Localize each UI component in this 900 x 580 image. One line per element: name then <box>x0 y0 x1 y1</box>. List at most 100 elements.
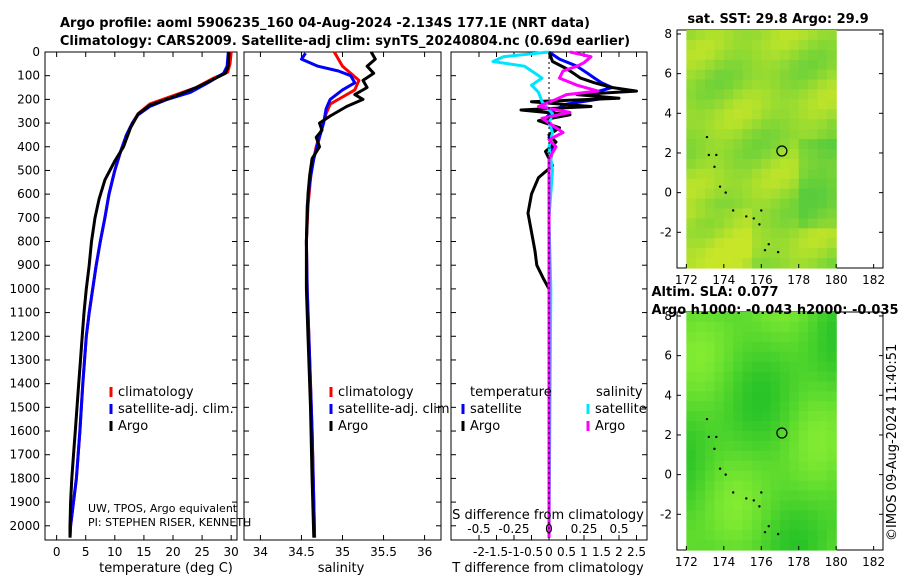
sla_map-field-cell <box>705 470 716 482</box>
sst_map-field-cell <box>780 208 790 220</box>
sst_map-field-cell <box>780 198 790 210</box>
sst_map-field-cell <box>761 258 772 269</box>
sla_map-field-cell <box>780 460 790 472</box>
sst_map-field-cell <box>714 178 725 190</box>
sst_map-field-cell <box>742 218 753 229</box>
sst_map-field-cell <box>714 208 725 220</box>
sst_map-field-cell <box>761 158 772 170</box>
sst_map-field-cell <box>826 69 837 81</box>
sla_map-island-dot <box>724 473 727 476</box>
sla_map-xtick-label: 176 <box>750 555 773 569</box>
sst_map-field-cell <box>761 198 772 210</box>
sla_map-field-cell <box>808 431 819 442</box>
sla_map-field-cell <box>826 470 837 482</box>
sst_map-field-cell <box>826 119 837 130</box>
sst_map-field-cell <box>751 49 762 61</box>
sst_map-field-cell <box>770 30 781 41</box>
difference-legend-temperature-title: temperature <box>470 385 552 400</box>
sst_map-field-cell <box>686 39 697 51</box>
s-difference-tick-label: 0.25 <box>571 522 598 536</box>
sst_map-field-cell <box>780 139 790 150</box>
sst_map-field-cell <box>761 39 772 51</box>
sla_map-field-cell <box>723 321 734 333</box>
sla_map-field-cell <box>770 490 781 502</box>
sla_map-field-cell <box>705 460 716 472</box>
sst_map-field-cell <box>695 258 706 269</box>
sla_map-field-cell <box>742 540 753 551</box>
sst_map-field-cell <box>705 39 716 51</box>
sla_map-field-cell <box>761 371 772 383</box>
temperature-xtick-label: 5 <box>82 545 90 559</box>
sla_map-island-dot <box>758 505 761 508</box>
sla_map-field-cell <box>733 381 744 392</box>
sst_map-field-cell <box>761 99 772 110</box>
sla_map-field-cell <box>723 450 734 462</box>
sst_map-field-cell <box>714 39 725 51</box>
sla_map-ytick-label: 2 <box>664 428 672 442</box>
sla_map-field-cell <box>789 470 800 482</box>
sla_map-argo-marker <box>776 427 788 439</box>
sla_map-field-cell <box>705 440 716 452</box>
sla_map-field-cell <box>826 361 837 373</box>
sla_map-island-dot <box>713 447 716 451</box>
sst_map-field-cell <box>723 59 734 71</box>
sst_map-field-cell <box>761 168 772 180</box>
sla_map-field-cell <box>705 351 716 363</box>
sst_map-field-cell <box>733 129 744 140</box>
sla_map-field-cell <box>780 321 790 333</box>
pi-note-line1: UW, TPOS, Argo equivalent <box>88 502 238 515</box>
sst_map-field-cell <box>705 228 716 239</box>
sst_map-field-cell <box>686 218 697 229</box>
sst_map-field-cell <box>695 248 706 259</box>
sst_map-field-cell <box>808 218 819 229</box>
sla_map-field-cell <box>686 440 697 452</box>
sst_map-field-cell <box>723 238 734 249</box>
sla_map-field-cell <box>798 450 809 462</box>
sla_map-field-cell <box>714 361 725 373</box>
sst_map-field-cell <box>695 178 706 190</box>
differences-xtick-label: 2 <box>615 545 623 559</box>
figure-title-line2: Climatology: CARS2009. Satellite-adj cli… <box>60 34 630 49</box>
sla_map-field-cell <box>723 381 734 392</box>
sla_map-field-cell <box>742 331 753 343</box>
sst_map-field-cell <box>780 228 790 239</box>
sla_map-field-cell <box>742 510 753 521</box>
sla_map-field-cell <box>686 421 697 432</box>
sla_map-field-cell <box>770 431 781 442</box>
sla_map-field-cell <box>826 460 837 472</box>
sst_map-field-cell <box>723 168 734 180</box>
sla_map-field-cell <box>780 540 790 551</box>
sst_map-field-cell <box>826 258 837 269</box>
sla_map-field-cell <box>723 490 734 502</box>
sla-map-title: Altim. SLA: 0.077 <box>652 285 779 300</box>
sst_map-field-cell <box>686 188 697 200</box>
sla_map-field-cell <box>714 450 725 462</box>
sst_map-field-cell <box>742 228 753 239</box>
sst_map-field-cell <box>780 218 790 229</box>
sla-map-subtitle: Argo h1000: -0.043 h2000: -0.035 <box>651 303 898 318</box>
sst_map-field-cell <box>789 198 800 210</box>
sla_map-field-cell <box>780 490 790 502</box>
sla_map-field-cell <box>761 520 772 531</box>
sla_map-field-cell <box>723 312 734 323</box>
sst_map-field-cell <box>808 139 819 150</box>
sla_map-field-cell <box>742 351 753 363</box>
sla_map-field-cell <box>705 431 716 442</box>
sst_map-field-cell <box>761 188 772 200</box>
sst_map-field-cell <box>742 248 753 259</box>
sst_map-field-cell <box>798 228 809 239</box>
sla_map-field-cell <box>705 381 716 392</box>
sla_map-field-cell <box>742 440 753 452</box>
sst_map-field-cell <box>686 158 697 170</box>
sla_map-island-dot <box>745 497 748 500</box>
salinity-xtick-label: 34.5 <box>288 545 315 559</box>
sla_map-field-cell <box>817 500 828 511</box>
sst_map-field-cell <box>826 158 837 170</box>
sla_map-field-cell <box>817 530 828 541</box>
sla_map-field-cell <box>695 510 706 521</box>
sla_map-field-cell <box>817 440 828 452</box>
sla_map-field-cell <box>826 381 837 392</box>
sla_map-field-cell <box>723 371 734 383</box>
sla_map-field-cell <box>761 490 772 502</box>
sla_map-field-cell <box>695 450 706 462</box>
